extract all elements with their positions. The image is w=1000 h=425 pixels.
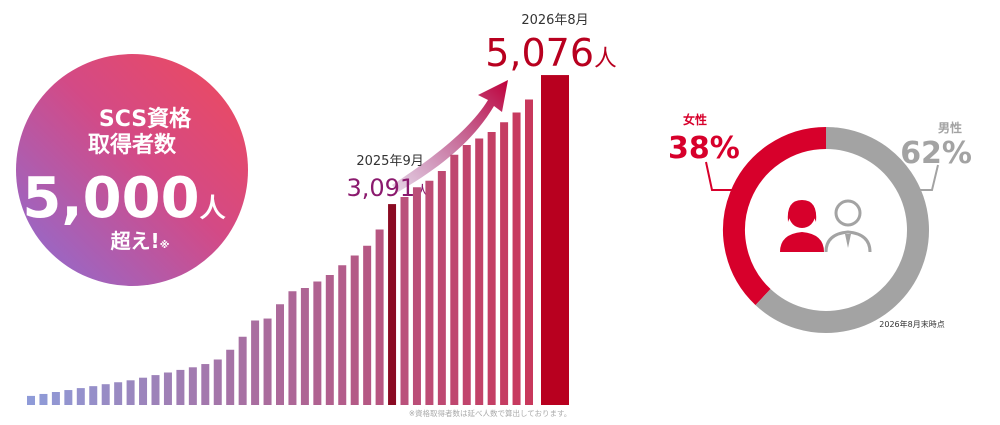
badge-mark: ※ xyxy=(160,239,170,251)
people-icon xyxy=(780,199,872,253)
bar xyxy=(400,197,409,405)
bar xyxy=(39,393,48,405)
value-label: 62% xyxy=(900,136,972,171)
bar xyxy=(325,275,334,405)
bar xyxy=(300,288,309,405)
bar xyxy=(450,154,459,405)
leader-line xyxy=(705,161,737,191)
bar xyxy=(114,382,123,405)
donut-segment xyxy=(723,127,827,306)
bar xyxy=(338,265,347,405)
value-label: 38% xyxy=(668,131,740,166)
bar xyxy=(388,204,397,405)
bar xyxy=(350,255,359,405)
bar xyxy=(188,367,197,405)
bar xyxy=(263,318,272,405)
bar xyxy=(276,304,284,405)
badge-circle xyxy=(16,54,248,286)
value-label-group: 5,076人 xyxy=(485,31,617,75)
bar xyxy=(462,145,471,405)
value-label: 5,076 xyxy=(485,31,594,75)
badge-line1: SCS資格 xyxy=(99,106,192,132)
bar xyxy=(101,384,110,405)
category-label: 男性 xyxy=(938,120,962,135)
bar xyxy=(475,138,484,405)
bar xyxy=(487,132,496,405)
bar xyxy=(541,75,569,405)
bar xyxy=(412,187,421,405)
bar xyxy=(363,245,372,405)
bar xyxy=(238,336,247,405)
note: 2026年8月末時点 xyxy=(879,319,944,329)
bar xyxy=(525,99,533,405)
bar xyxy=(201,364,210,405)
bar xyxy=(151,375,160,405)
category-label: 女性 xyxy=(683,112,707,127)
bar xyxy=(163,372,172,405)
donut-segment xyxy=(755,127,929,333)
bar xyxy=(213,359,222,405)
category-label: 2026年8月 xyxy=(521,13,588,28)
badge-number-line: 5,000人 xyxy=(22,166,225,231)
badge-suffix-line: 超え!※ xyxy=(110,229,170,253)
badge-line2: 取得者数 xyxy=(88,132,177,158)
bar xyxy=(139,377,148,405)
bar xyxy=(500,122,509,405)
bar xyxy=(226,349,235,405)
bar xyxy=(64,390,73,405)
category-label: 2025年9月 xyxy=(356,154,423,169)
bar xyxy=(313,281,322,405)
bar xyxy=(176,369,185,405)
bar xyxy=(27,395,35,405)
bar xyxy=(51,392,60,405)
badge-suffix: 超え! xyxy=(110,229,160,253)
bar xyxy=(76,388,85,405)
bar xyxy=(437,171,446,405)
bar xyxy=(89,386,98,405)
bar xyxy=(425,180,434,405)
growth-arrow xyxy=(392,80,508,192)
footnote: ※資格取得者数は延べ人数で算出しております。 xyxy=(409,408,572,418)
bar xyxy=(288,291,297,405)
bar xyxy=(126,380,135,405)
badge: SCS資格 取得者数 5,000人 超え!※ xyxy=(16,54,248,286)
unit-label: 人 xyxy=(594,46,617,72)
bar xyxy=(251,320,260,405)
bar xyxy=(512,112,521,405)
badge-number: 5,000 xyxy=(22,166,199,231)
badge-unit: 人 xyxy=(200,194,226,224)
bar xyxy=(375,229,384,405)
